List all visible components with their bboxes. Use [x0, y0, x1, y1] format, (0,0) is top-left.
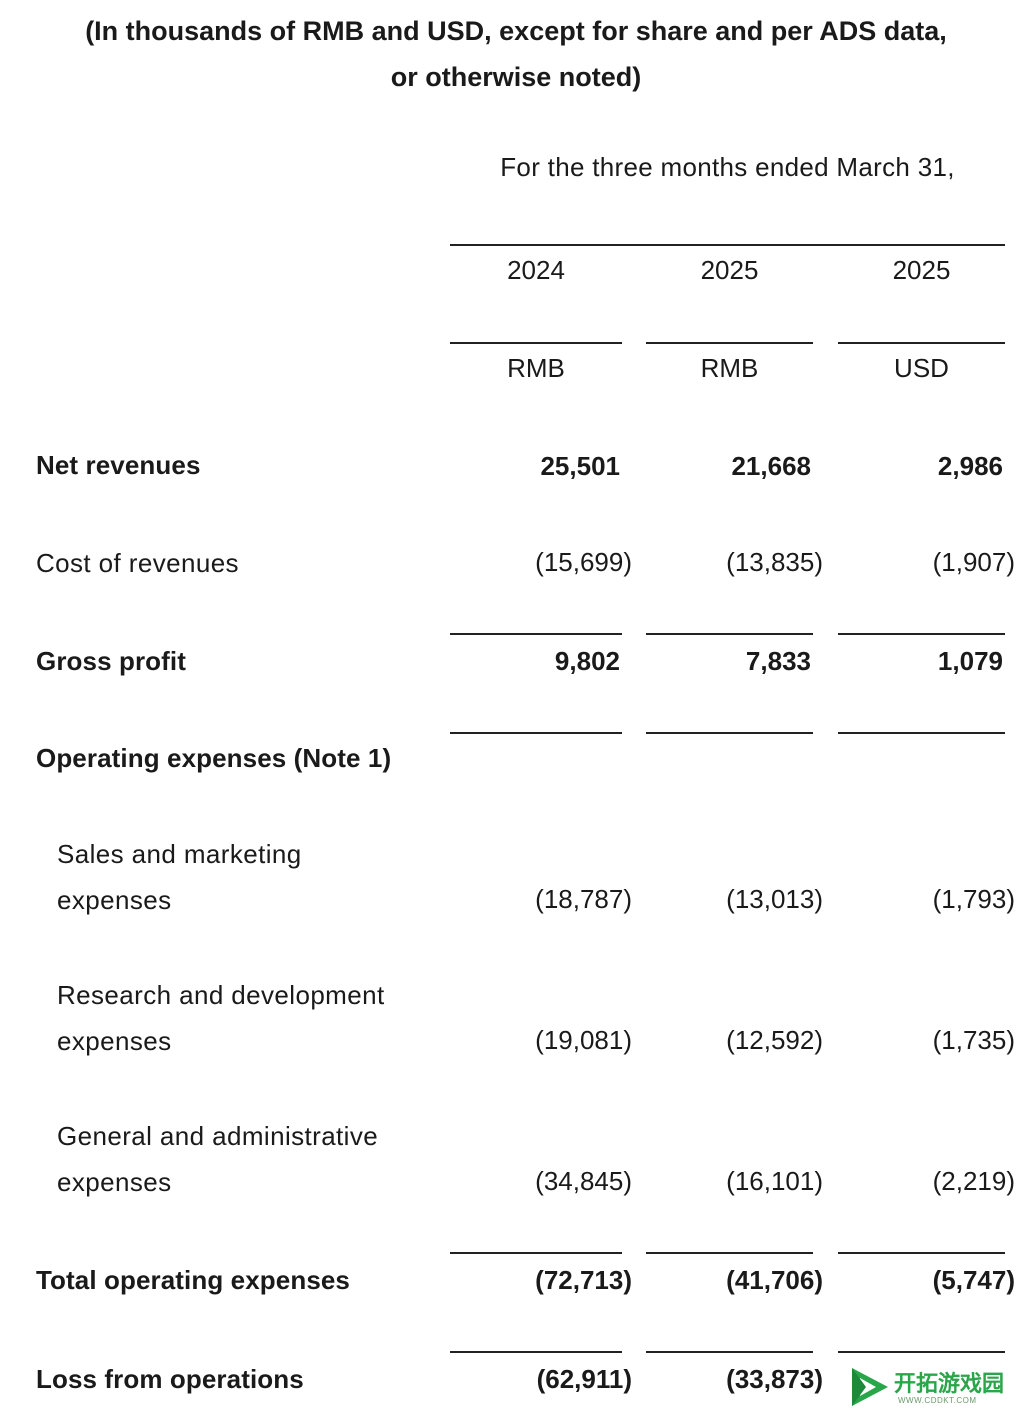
subtotal-rule — [838, 1252, 1005, 1254]
table-cell: (13,835) — [726, 547, 823, 577]
subtotal-rule — [646, 732, 813, 734]
table-cell: (72,713) — [535, 1265, 632, 1295]
table-cell: (2,219) — [932, 1166, 1015, 1196]
table-cell: (1,735) — [932, 1025, 1015, 1055]
header-rule — [838, 342, 1005, 344]
column-currency-rmb: RMB — [700, 353, 759, 383]
table-cell: 25,501 — [540, 451, 620, 481]
table-cell: (41,706) — [726, 1265, 823, 1295]
row-label-general-administrative: General and administrative — [57, 1121, 379, 1151]
subtotal-rule — [646, 633, 813, 635]
table-cell: (18,787) — [535, 884, 632, 914]
column-currency-usd: USD — [894, 353, 949, 383]
table-cell: (12,592) — [726, 1025, 823, 1055]
row-label-research-development: Research and development — [57, 980, 385, 1010]
subtotal-rule — [450, 1351, 622, 1353]
table-cell: (19,081) — [535, 1025, 632, 1055]
table-cell: (15,699) — [535, 547, 632, 577]
table-caption-line-2: or otherwise noted) — [390, 62, 642, 92]
subtotal-rule — [646, 1351, 813, 1353]
table-cell: (16,101) — [726, 1166, 823, 1196]
row-label-cost-of-revenues: Cost of revenues — [36, 548, 239, 578]
watermark-logo: 开拓游戏园 WWW.CDDKT.COM — [846, 1364, 1026, 1410]
row-label-total-operating-expenses: Total operating expenses — [36, 1265, 350, 1295]
subtotal-rule — [450, 732, 622, 734]
column-year-2025-rmb: 2025 — [700, 255, 759, 285]
header-rule — [646, 342, 813, 344]
subtotal-rule — [838, 1351, 1005, 1353]
row-label-sales-marketing: Sales and marketing — [57, 839, 302, 869]
table-cell: 9,802 — [554, 646, 620, 676]
table-cell: (33,873) — [726, 1364, 823, 1394]
row-label-general-administrative-cont: expenses — [57, 1167, 172, 1197]
row-label-research-development-cont: expenses — [57, 1026, 172, 1056]
subtotal-rule — [646, 1252, 813, 1254]
watermark-text: 开拓游戏园 — [894, 1371, 1005, 1396]
table-cell: (1,907) — [932, 547, 1015, 577]
subtotal-rule — [450, 633, 622, 635]
row-label-sales-marketing-cont: expenses — [57, 885, 172, 915]
play-triangle-icon — [852, 1368, 888, 1406]
row-label-gross-profit: Gross profit — [36, 646, 186, 676]
header-rule — [450, 342, 622, 344]
period-rule — [450, 244, 1005, 246]
period-heading: For the three months ended March 31, — [500, 152, 955, 182]
table-cell: (1,793) — [932, 884, 1015, 914]
row-label-loss-from-operations: Loss from operations — [36, 1364, 304, 1394]
table-cell: (13,013) — [726, 884, 823, 914]
column-year-2025-usd: 2025 — [892, 255, 951, 285]
table-caption-line-1: (In thousands of RMB and USD, except for… — [85, 16, 947, 46]
row-label-net-revenues: Net revenues — [36, 450, 201, 480]
watermark-url: WWW.CDDKT.COM — [898, 1396, 977, 1405]
subtotal-rule — [838, 633, 1005, 635]
column-currency-rmb: RMB — [507, 353, 565, 383]
column-year-2024: 2024 — [507, 255, 565, 285]
table-cell: (62,911) — [536, 1364, 632, 1394]
row-label-operating-expenses: Operating expenses (Note 1) — [36, 743, 392, 773]
subtotal-rule — [450, 1252, 622, 1254]
table-cell: (34,845) — [535, 1166, 632, 1196]
table-cell: 7,833 — [745, 646, 811, 676]
subtotal-rule — [838, 732, 1005, 734]
table-cell: (5,747) — [932, 1265, 1015, 1295]
table-cell: 2,986 — [937, 451, 1003, 481]
table-cell: 1,079 — [937, 646, 1003, 676]
table-cell: 21,668 — [731, 451, 811, 481]
